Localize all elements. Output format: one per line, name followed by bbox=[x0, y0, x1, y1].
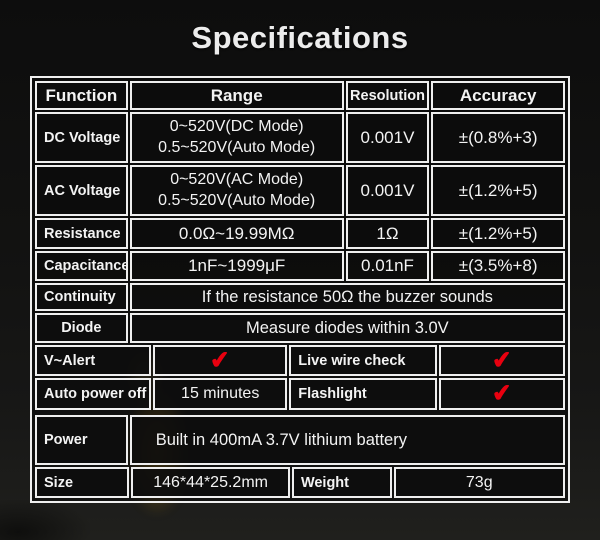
header-accuracy: Accuracy bbox=[431, 81, 565, 110]
dc-voltage-accuracy: ±(0.8%+3) bbox=[431, 112, 565, 163]
dc-voltage-range-line2: 0.5~520V(Auto Mode) bbox=[158, 138, 316, 156]
power-description: Built in 400mA 3.7V lithium battery bbox=[129, 415, 565, 465]
table-row-diode: Diode Measure diodes within 3.0V bbox=[34, 312, 566, 344]
weight-label: Weight bbox=[291, 467, 392, 498]
weight-value: 73g bbox=[393, 467, 565, 498]
dc-voltage-resolution: 0.001V bbox=[345, 112, 430, 163]
specifications-table: Function Range Resolution Accuracy DC Vo… bbox=[30, 76, 570, 503]
ac-voltage-resolution: 0.001V bbox=[345, 165, 430, 216]
ac-voltage-range-line1: 0~520V(AC Mode) bbox=[170, 171, 304, 189]
table-row-size: Size 146*44*25.2mm Weight 73g bbox=[34, 466, 566, 499]
live-wire-check-cell: ✔ bbox=[438, 345, 565, 376]
resistance-label: Resistance bbox=[35, 218, 128, 249]
page-title: Specifications bbox=[191, 20, 409, 55]
table-row-power: Power Built in 400mA 3.7V lithium batter… bbox=[34, 414, 566, 466]
check-icon: ✔ bbox=[490, 379, 514, 408]
ac-voltage-label: AC Voltage bbox=[35, 165, 128, 216]
table-row-ac-voltage: AC Voltage 0~520V(AC Mode) 0.5~520V(Auto… bbox=[34, 164, 566, 217]
capacitance-resolution: 0.01nF bbox=[345, 251, 430, 281]
diode-description: Measure diodes within 3.0V bbox=[129, 313, 565, 343]
auto-power-off-label: Auto power off bbox=[35, 378, 152, 410]
table-row-auto-power-off: Auto power off 15 minutes Flashlight ✔ bbox=[34, 377, 566, 411]
header-resolution: Resolution bbox=[345, 81, 430, 110]
ac-voltage-range-line2: 0.5~520V(Auto Mode) bbox=[158, 191, 316, 209]
resistance-range: 0.0Ω~19.99MΩ bbox=[129, 218, 344, 249]
table-row-resistance: Resistance 0.0Ω~19.99MΩ 1Ω ±(1.2%+5) bbox=[34, 217, 566, 250]
v-alert-check-cell: ✔ bbox=[153, 345, 288, 376]
diode-label: Diode bbox=[35, 313, 128, 343]
table-row-v-alert: V~Alert ✔ Live wire check ✔ bbox=[34, 344, 566, 377]
check-icon: ✔ bbox=[208, 345, 232, 375]
continuity-description: If the resistance 50Ω the buzzer sounds bbox=[129, 283, 565, 311]
table-row-dc-voltage: DC Voltage 0~520V(DC Mode) 0.5~520V(Auto… bbox=[34, 111, 566, 164]
dc-voltage-label: DC Voltage bbox=[35, 112, 128, 163]
capacitance-range: 1nF~1999μF bbox=[129, 251, 344, 281]
header-range: Range bbox=[129, 81, 344, 110]
size-value: 146*44*25.2mm bbox=[131, 467, 290, 498]
v-alert-label: V~Alert bbox=[35, 345, 152, 376]
check-icon: ✔ bbox=[490, 345, 514, 375]
live-wire-check-label: Live wire check bbox=[289, 345, 437, 376]
flashlight-check-cell: ✔ bbox=[438, 378, 565, 410]
background-shadow bbox=[0, 500, 90, 540]
resistance-resolution: 1Ω bbox=[345, 218, 430, 249]
auto-power-off-value: 15 minutes bbox=[153, 378, 288, 410]
ac-voltage-range: 0~520V(AC Mode) 0.5~520V(Auto Mode) bbox=[129, 165, 344, 216]
power-label: Power bbox=[35, 415, 128, 465]
header-function: Function bbox=[35, 81, 128, 110]
table-header-row: Function Range Resolution Accuracy bbox=[34, 80, 566, 111]
capacitance-accuracy: ±(3.5%+8) bbox=[431, 251, 565, 281]
flashlight-label: Flashlight bbox=[289, 378, 437, 410]
size-label: Size bbox=[35, 467, 130, 498]
table-row-capacitance: Capacitance 1nF~1999μF 0.01nF ±(3.5%+8) bbox=[34, 250, 566, 282]
resistance-accuracy: ±(1.2%+5) bbox=[431, 218, 565, 249]
ac-voltage-accuracy: ±(1.2%+5) bbox=[431, 165, 565, 216]
dc-voltage-range-line1: 0~520V(DC Mode) bbox=[169, 118, 304, 136]
capacitance-label: Capacitance bbox=[35, 251, 128, 281]
continuity-label: Continuity bbox=[35, 283, 128, 311]
dc-voltage-range: 0~520V(DC Mode) 0.5~520V(Auto Mode) bbox=[129, 112, 344, 163]
table-row-continuity: Continuity If the resistance 50Ω the buz… bbox=[34, 282, 566, 312]
